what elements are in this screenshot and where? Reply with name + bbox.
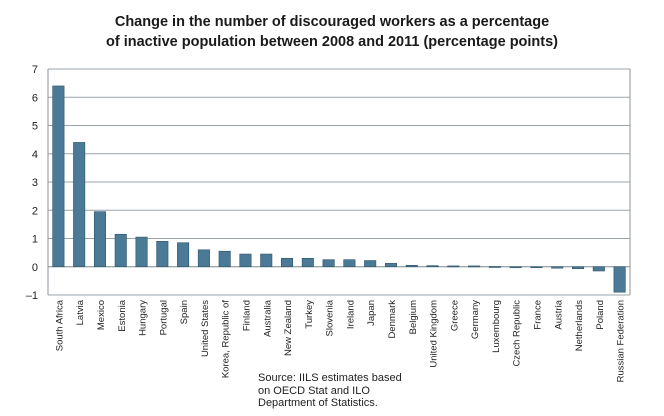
bar [426,265,439,268]
y-tick-label: –1 [26,290,38,302]
bar [572,266,585,270]
bar [156,241,169,268]
x-tick-label: United Kingdom [429,300,440,368]
x-tick-label: Mexico [96,300,107,330]
bar [177,242,190,268]
bar [468,265,481,268]
chart-title-line-2: of inactive population between 2008 and … [105,34,559,50]
bar [281,257,294,268]
x-tick-label: Germany [470,300,481,339]
bar [322,259,335,268]
x-tick-label: Portugal [158,300,169,335]
bar [114,233,127,268]
y-tick-label: 3 [32,177,38,189]
x-tick-label: Korea, Republic of [221,300,232,379]
bar [197,249,210,268]
bar [135,236,148,268]
y-tick-label: 1 [32,234,38,246]
bar [613,266,626,293]
x-tick-label: Hungary [138,300,149,336]
x-tick-label: Australia [262,299,273,337]
x-tick-label: Czech Republic [512,300,523,367]
y-tick-label: 7 [32,64,38,76]
source-line-1: Source: IILS estimates based [258,372,402,384]
x-tick-label: Spain [179,300,190,324]
bar [488,266,501,268]
y-tick-label: 6 [32,92,38,104]
x-tick-label: Estonia [117,299,128,331]
x-tick-label: Luxembourg [491,300,502,353]
x-tick-label: Slovenia [325,299,336,336]
x-tick-label: Japan [366,300,377,326]
chart-title: Change in the number of discouraged work… [0,12,664,52]
bar [93,211,106,268]
x-tick-label: Netherlands [574,300,585,351]
x-tick-label: New Zealand [283,300,294,356]
bar [301,257,314,268]
bar [551,266,564,269]
x-tick-label: Russian Federation [616,300,627,382]
chart-title-line-1: Change in the number of discouraged work… [114,14,550,30]
x-tick-label: Latvia [75,299,86,325]
source-line-3: Department of Statistics. [258,397,378,409]
y-tick-label: 5 [32,121,38,133]
bar [218,250,231,268]
x-tick-label: Denmark [387,300,398,339]
bar [343,259,356,268]
x-tick-label: Ireland [345,300,356,329]
x-tick-label: Greece [449,300,460,331]
bar [592,266,605,272]
bar [384,263,397,268]
x-tick-label: Poland [595,300,606,330]
y-tick-label: 2 [32,205,38,217]
bar [73,142,86,268]
x-tick-label: Belgium [408,300,419,334]
x-tick-label: Finland [241,300,252,331]
bar [405,265,418,268]
bar [260,253,273,268]
y-tick-label: 4 [32,149,38,161]
x-tick-label: Austria [553,299,564,329]
bar [52,85,65,268]
x-tick-label: Turkey [304,300,315,329]
y-tick-label: 0 [32,262,38,274]
x-tick-label: South Africa [54,299,65,351]
bar [447,265,460,268]
bar [364,260,377,268]
x-tick-label: France [532,300,543,330]
source-note: Source: IILS estimates based on OECD Sta… [258,372,402,410]
bar [509,266,522,269]
x-tick-label: United States [200,300,211,357]
source-line-2: on OECD Stat and ILO [258,384,370,397]
bar [530,266,543,269]
bar [239,253,252,268]
